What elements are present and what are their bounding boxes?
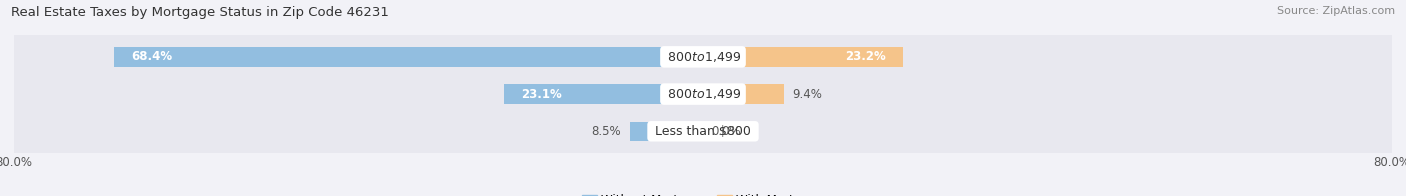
Text: 68.4%: 68.4% <box>131 50 173 63</box>
Text: Source: ZipAtlas.com: Source: ZipAtlas.com <box>1277 6 1395 16</box>
Bar <box>630 122 703 141</box>
Bar <box>703 47 903 66</box>
Text: 9.4%: 9.4% <box>793 88 823 101</box>
Legend: Without Mortgage, With Mortgage: Without Mortgage, With Mortgage <box>578 189 828 196</box>
Text: 8.5%: 8.5% <box>592 125 621 138</box>
Text: 23.2%: 23.2% <box>845 50 886 63</box>
FancyBboxPatch shape <box>10 60 1396 128</box>
Bar <box>114 47 703 66</box>
FancyBboxPatch shape <box>10 23 1396 91</box>
Text: Less than $800: Less than $800 <box>651 125 755 138</box>
Text: 0.0%: 0.0% <box>711 125 741 138</box>
Text: 23.1%: 23.1% <box>522 88 562 101</box>
Text: Real Estate Taxes by Mortgage Status in Zip Code 46231: Real Estate Taxes by Mortgage Status in … <box>11 6 389 19</box>
Bar <box>703 84 785 104</box>
Text: $800 to $1,499: $800 to $1,499 <box>664 87 742 101</box>
Text: $800 to $1,499: $800 to $1,499 <box>664 50 742 64</box>
Bar <box>505 84 703 104</box>
FancyBboxPatch shape <box>10 97 1396 165</box>
